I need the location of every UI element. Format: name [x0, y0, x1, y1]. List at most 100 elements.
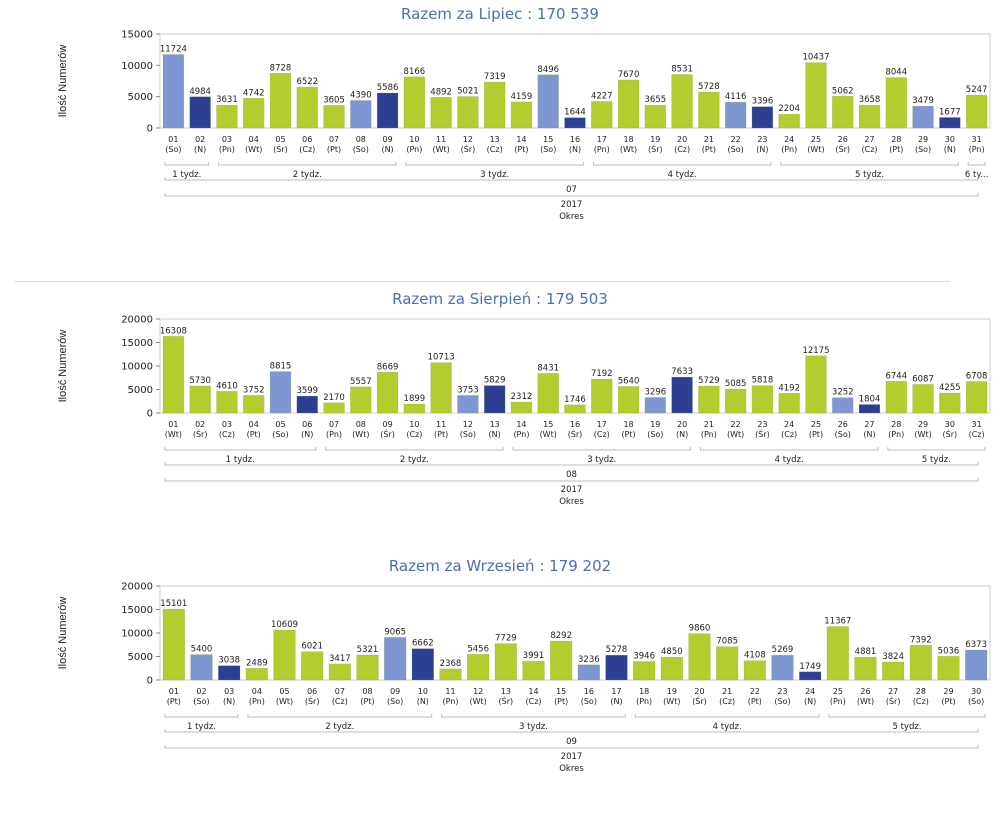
- x-day-label: 05: [279, 687, 289, 696]
- bar: [411, 648, 434, 681]
- x-day-label: 09: [382, 420, 392, 429]
- data-label: 1746: [564, 395, 586, 405]
- x-weekday-label: (Pt): [621, 430, 635, 439]
- data-label: 2489: [246, 658, 268, 668]
- month-bracket: [164, 729, 979, 733]
- bar: [591, 101, 613, 129]
- year-label: 2017: [561, 752, 583, 762]
- x-day-label: 13: [501, 687, 511, 696]
- y-tick-label: 5000: [128, 385, 153, 396]
- data-label: 4255: [939, 383, 961, 393]
- data-label: 6021: [301, 642, 323, 652]
- data-label: 3753: [457, 385, 479, 395]
- week-label: 5 tydz.: [855, 170, 884, 180]
- bar: [439, 668, 462, 681]
- week-bracket: [164, 162, 210, 166]
- data-label: 4850: [661, 647, 683, 657]
- bar: [483, 81, 506, 129]
- bar: [273, 629, 296, 681]
- data-label: 4984: [189, 87, 211, 97]
- y-tick-label: 10000: [121, 629, 153, 640]
- x-day-label: 30: [945, 135, 955, 144]
- bar: [805, 62, 827, 129]
- x-day-label: 20: [677, 420, 687, 429]
- week-label: 5 tydz.: [922, 455, 951, 465]
- x-day-label: 15: [543, 135, 553, 144]
- bar: [939, 392, 961, 414]
- x-weekday-label: (Pt): [941, 697, 955, 706]
- x-weekday-label: (Wt): [276, 697, 293, 706]
- x-day-label: 14: [528, 687, 538, 696]
- x-day-label: 01: [168, 135, 178, 144]
- bar: [965, 94, 988, 129]
- x-weekday-label: (Wt): [857, 697, 874, 706]
- y-tick-label: 15000: [121, 338, 153, 349]
- x-weekday-label: (Śr): [692, 695, 707, 706]
- data-label: 5278: [606, 645, 628, 655]
- x-day-label: 31: [972, 420, 982, 429]
- bar: [743, 660, 766, 681]
- x-weekday-label: (N): [804, 697, 816, 706]
- data-label: 5400: [191, 645, 213, 655]
- bar: [457, 96, 479, 129]
- x-day-label: 04: [249, 135, 259, 144]
- bar: [965, 381, 988, 414]
- bar: [190, 654, 213, 681]
- x-weekday-label: (So): [460, 430, 476, 439]
- x-day-label: 02: [196, 687, 206, 696]
- x-day-label: 01: [169, 687, 179, 696]
- data-label: 8292: [550, 631, 572, 641]
- data-label: 4108: [744, 651, 766, 661]
- week-bracket: [887, 447, 986, 451]
- x-weekday-label: (Cz): [969, 430, 985, 439]
- x-weekday-label: (Pt): [434, 430, 448, 439]
- bar: [854, 656, 877, 681]
- plot-frame: [159, 585, 991, 681]
- bar: [716, 646, 739, 681]
- y-tick-label: 20000: [121, 315, 153, 326]
- x-weekday-label: (Cz): [862, 145, 878, 154]
- data-label: 5269: [772, 645, 794, 655]
- x-weekday-label: (So): [728, 145, 744, 154]
- x-day-label: 13: [490, 420, 500, 429]
- bar: [698, 91, 720, 129]
- x-axis-label: Okres: [559, 212, 584, 222]
- data-label: 3658: [859, 95, 881, 105]
- week-label: 2 tydz.: [325, 722, 354, 732]
- x-weekday-label: (Pn): [326, 430, 342, 439]
- x-day-label: 16: [570, 420, 580, 429]
- x-day-label: 05: [275, 135, 285, 144]
- data-label: 7729: [495, 634, 517, 644]
- data-label: 5557: [350, 377, 372, 387]
- x-day-label: 15: [543, 420, 553, 429]
- x-weekday-label: (Pn): [443, 697, 459, 706]
- week-label: 4 tydz.: [713, 722, 742, 732]
- week-label: 1 tydz.: [226, 455, 255, 465]
- x-weekday-label: (Pt): [748, 697, 762, 706]
- x-day-label: 25: [833, 687, 843, 696]
- bar: [577, 664, 600, 681]
- x-weekday-label: (So): [915, 145, 931, 154]
- data-label: 8531: [671, 65, 693, 75]
- bar: [403, 403, 426, 414]
- bar: [510, 401, 533, 414]
- data-label: 3605: [323, 95, 345, 105]
- x-weekday-label: (Śr): [943, 428, 958, 439]
- x-day-label: 22: [731, 135, 741, 144]
- y-tick-label: 20000: [121, 582, 153, 593]
- x-weekday-label: (Pn): [888, 430, 904, 439]
- x-day-label: 05: [275, 420, 285, 429]
- x-weekday-label: (So): [647, 430, 663, 439]
- bar: [644, 104, 667, 129]
- x-day-label: 17: [597, 135, 607, 144]
- chart-title: Razem za Sierpień : 179 503: [392, 290, 608, 308]
- x-day-label: 06: [307, 687, 317, 696]
- data-label: 3417: [329, 654, 351, 664]
- data-label: 2204: [778, 104, 800, 114]
- x-weekday-label: (Pt): [809, 430, 823, 439]
- month-label: 09: [566, 737, 577, 747]
- x-day-label: 20: [677, 135, 687, 144]
- x-day-label: 07: [335, 687, 345, 696]
- data-label: 6744: [885, 371, 907, 381]
- year-label: 2017: [561, 200, 583, 210]
